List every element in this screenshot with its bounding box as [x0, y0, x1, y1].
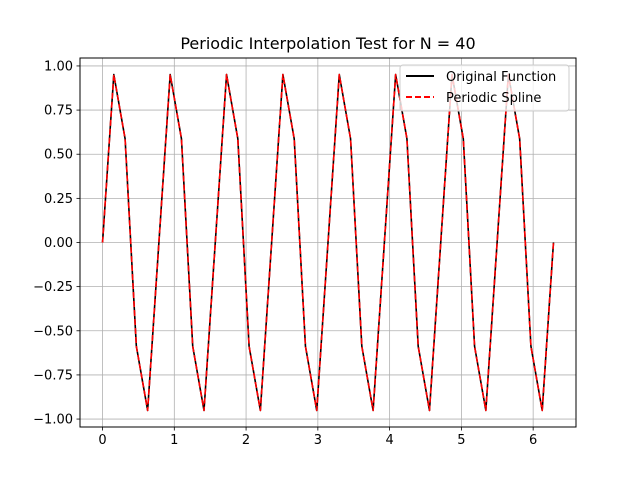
- legend-box: [399, 64, 570, 112]
- y-tick-label: 0.00: [44, 236, 73, 251]
- chart-title: Periodic Interpolation Test for N = 40: [180, 34, 475, 53]
- y-tick-label: −0.75: [33, 368, 73, 383]
- y-tick-label: 0.50: [44, 148, 73, 163]
- y-tick-label: −0.25: [33, 280, 73, 295]
- y-tick-label: 0.25: [44, 192, 73, 207]
- y-tick-label: 1.00: [44, 59, 73, 74]
- x-tick-label: 1: [170, 433, 178, 448]
- legend-label-spline: Periodic Spline: [446, 91, 541, 106]
- y-tick-label: −0.50: [33, 324, 73, 339]
- x-tick-label: 4: [385, 433, 393, 448]
- x-tick-label: 2: [242, 433, 250, 448]
- series-line-spline: [101, 73, 555, 412]
- y-tick-label: 0.75: [44, 104, 73, 119]
- x-tick-label: 5: [457, 433, 465, 448]
- x-axis: 0 1 2 3 4 5 6: [98, 427, 537, 448]
- series-group: [101, 73, 555, 412]
- legend-label-original: Original Function: [446, 70, 556, 85]
- x-tick-label: 3: [314, 433, 322, 448]
- y-axis: 1.00 0.75 0.50 0.25 0.00 −0.25 −0.50 −0.75 −1.00: [33, 59, 80, 428]
- y-tick-label: −1.00: [33, 413, 73, 428]
- legend: Original Function Periodic Spline: [399, 64, 570, 112]
- x-tick-label: 0: [98, 433, 106, 448]
- x-tick-label: 6: [529, 433, 537, 448]
